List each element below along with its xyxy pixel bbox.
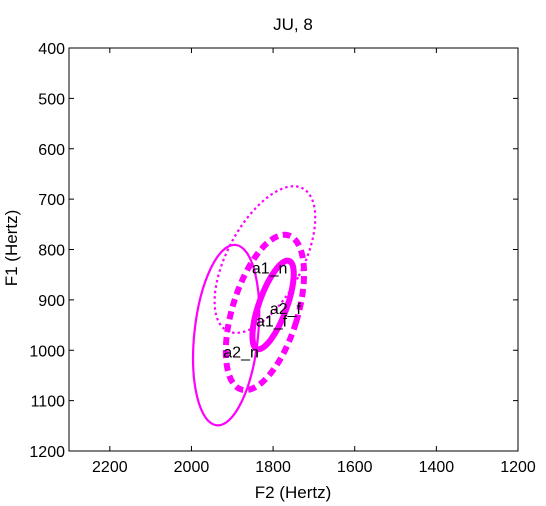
- y-tick-label: 800: [38, 243, 65, 260]
- y-tick-label: 700: [38, 192, 65, 209]
- label-a2-f: a2_f: [270, 301, 302, 318]
- y-tick-label: 600: [38, 142, 65, 159]
- x-tick-label: 1800: [255, 459, 291, 476]
- labels-layer: a1_n a2_fa1_f a2_n: [223, 261, 301, 362]
- x-tick-label: 1400: [419, 459, 455, 476]
- y-tick-label: 1200: [29, 444, 65, 461]
- x-tick-label: 2200: [92, 459, 128, 476]
- y-tick-label: 1000: [29, 343, 65, 360]
- label-a1-n: a1_n: [252, 261, 288, 278]
- ellipse-a2-n: [191, 243, 261, 427]
- y-tick-label: 1100: [31, 394, 66, 411]
- y-tick-label: 400: [38, 41, 65, 58]
- ellipse-a2-f: [222, 231, 308, 394]
- y-tick-label: 900: [38, 293, 65, 310]
- x-tick-label: 1200: [500, 459, 536, 476]
- ellipses-layer: [191, 185, 317, 427]
- y-axis-title: F1 (Hertz): [2, 210, 21, 287]
- y-tick-label: 500: [38, 91, 65, 108]
- chart-title: JU, 8: [273, 15, 313, 34]
- x-axis-title: F2 (Hertz): [255, 483, 332, 502]
- label-a1-f: a1_f: [256, 314, 288, 331]
- plot-area: [69, 48, 518, 451]
- x-tick-label: 2000: [174, 459, 210, 476]
- ticks-layer: 2200 2000 1800 1600 1400 1200 400 500 600 700 800 9…: [29, 41, 535, 476]
- x-tick-label: 1600: [337, 459, 373, 476]
- label-a2-n: a2_n: [223, 344, 259, 361]
